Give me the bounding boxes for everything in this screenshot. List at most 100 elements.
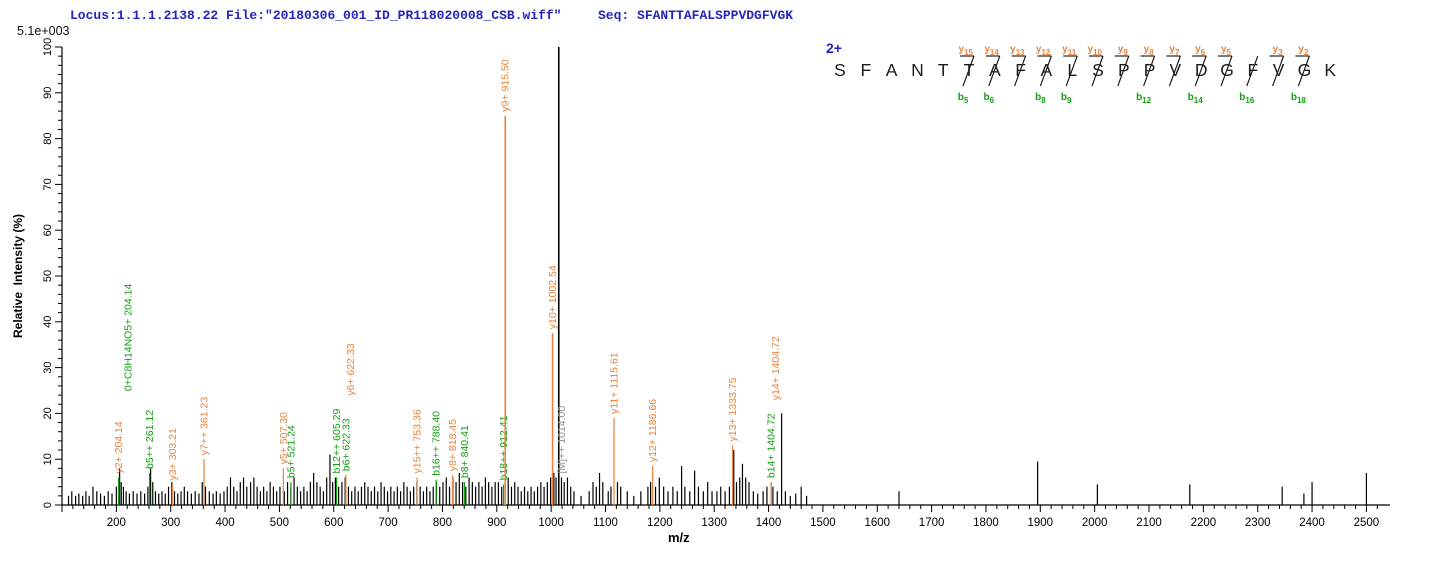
peak-label: y2+ 204.14: [113, 421, 125, 473]
b-ion-label: b16: [1239, 92, 1255, 105]
residue: A: [1040, 60, 1053, 80]
peak-label: b16++ 788.40: [431, 411, 443, 476]
x-tick-label: 500: [270, 517, 289, 529]
peak-label: b5+ 521.24: [285, 425, 297, 478]
locus-file-text[interactable]: Locus:1.1.1.2138.22 File:"20180306_001_I…: [70, 8, 562, 23]
y-ion-label: y8: [1143, 44, 1154, 57]
y-tick-label: 70: [42, 178, 54, 190]
peak-label: y10+ 1002.54: [547, 265, 559, 329]
header-bar: Locus:1.1.1.2138.22 File:"20180306_001_I…: [0, 8, 1436, 26]
cleavage-mark: [1297, 55, 1310, 87]
residue: T: [937, 60, 949, 80]
b-ion-label: b8: [1035, 92, 1046, 105]
cleavage-mark: [1194, 55, 1207, 87]
x-tick-label: 1500: [810, 517, 836, 529]
x-tick-label: 1400: [756, 517, 782, 529]
residue: K: [1324, 60, 1337, 80]
x-tick-label: 2100: [1136, 517, 1162, 529]
cleavage-mark: [1168, 55, 1181, 87]
y-tick-label: 80: [42, 132, 54, 144]
residue: G: [1220, 60, 1234, 80]
peak-label: y12+ 1186.66: [647, 399, 659, 462]
b-ion-label: b12: [1136, 92, 1152, 105]
y-ion-label: y3: [1272, 44, 1283, 57]
y-ion-label: y5: [1220, 44, 1231, 57]
x-tick-label: 1000: [538, 517, 564, 529]
peak-label: 0+C8H14NO5+ 204.14: [123, 284, 135, 392]
residue: S: [1092, 60, 1104, 80]
x-tick-label: 2000: [1082, 517, 1108, 529]
b-ion-label: b18: [1290, 92, 1306, 105]
residue: F: [1247, 60, 1259, 80]
cleavage-mark: [1220, 55, 1233, 87]
residue: N: [911, 60, 924, 80]
peak-label: y8+ 818.45: [447, 419, 459, 471]
residue: A: [988, 60, 1001, 80]
seq-label: Seq:: [598, 8, 630, 23]
peak-label: b12++ 605.29: [331, 409, 343, 474]
x-tick-label: 1600: [864, 517, 890, 529]
x-tick-label: 1300: [701, 517, 727, 529]
b-ion-label: b5: [957, 92, 969, 105]
y-tick-label: 30: [42, 361, 54, 373]
x-tick-label: 2200: [1191, 517, 1217, 529]
residue: P: [1117, 60, 1130, 80]
x-tick-label: 900: [487, 517, 506, 529]
cleavage-mark: [1091, 55, 1104, 87]
residue: L: [1067, 60, 1078, 80]
cleavage-mark: [988, 55, 1001, 87]
y-tick-label: 90: [42, 87, 54, 99]
residue: P: [1143, 60, 1156, 80]
y-ion-label: y14: [984, 44, 999, 57]
residue: G: [1297, 60, 1312, 80]
b-ion-label: b9: [1060, 92, 1072, 105]
x-tick-label: 2500: [1354, 517, 1380, 529]
x-tick-label: 800: [433, 517, 452, 529]
x-tick-label: 1100: [593, 517, 618, 529]
y-tick-label: 60: [42, 224, 54, 236]
y-ion-label: y15: [958, 44, 973, 57]
residue: F: [860, 60, 872, 80]
peak-label: [M]++ 1014.00: [556, 406, 568, 474]
y-ion-label: y10: [1087, 44, 1102, 57]
y-tick-label: 0: [42, 502, 54, 508]
cleavage-mark: [1065, 55, 1078, 87]
x-tick-label: 300: [161, 517, 180, 529]
peak-label: b14+ 1404.72: [766, 413, 778, 478]
b-ion-label: b14: [1187, 92, 1203, 105]
peak-label: b6+ 622.33: [340, 418, 352, 471]
x-tick-label: 2400: [1299, 517, 1325, 529]
peak-label: y13+ 1333.75: [727, 377, 739, 441]
y-tick-label: 50: [42, 270, 54, 282]
x-tick-label: 200: [107, 517, 126, 529]
y-tick-label: 10: [42, 453, 54, 465]
peak-label: b5++ 261.12: [144, 410, 156, 469]
residue: F: [1015, 60, 1026, 80]
cleavage-mark: [1246, 55, 1259, 87]
peak-label: y15++ 753.36: [412, 409, 424, 473]
fragment-marks: [960, 55, 1310, 87]
x-tick-label: 1800: [973, 517, 999, 529]
cleavage-mark: [962, 55, 975, 87]
peak-label: y11+ 1115.61: [608, 352, 620, 414]
x-tick-label: 700: [379, 517, 398, 529]
residue: S: [834, 60, 846, 80]
x-tick-label: 1900: [1028, 517, 1054, 529]
residue: V: [1169, 60, 1182, 80]
b-ion-label: b6: [983, 92, 995, 105]
cleavage-mark: [1039, 55, 1052, 87]
peak-label: y7++ 361.23: [198, 397, 210, 456]
residue: V: [1272, 60, 1285, 80]
y-tick-label: 40: [42, 316, 54, 328]
peak-label: b8+ 840.41: [459, 425, 471, 478]
y-ion-label: y9: [1117, 44, 1128, 57]
residue: T: [963, 60, 975, 80]
x-tick-label: 2300: [1245, 517, 1271, 529]
x-axis-title: m/z: [668, 530, 690, 545]
cleavage-mark: [1143, 55, 1156, 87]
residue: D: [1194, 60, 1208, 80]
sequence-text[interactable]: Seq: SFANTTAFALSPPVDGFVGK: [598, 8, 793, 23]
y-ion-label: y7: [1169, 44, 1180, 57]
